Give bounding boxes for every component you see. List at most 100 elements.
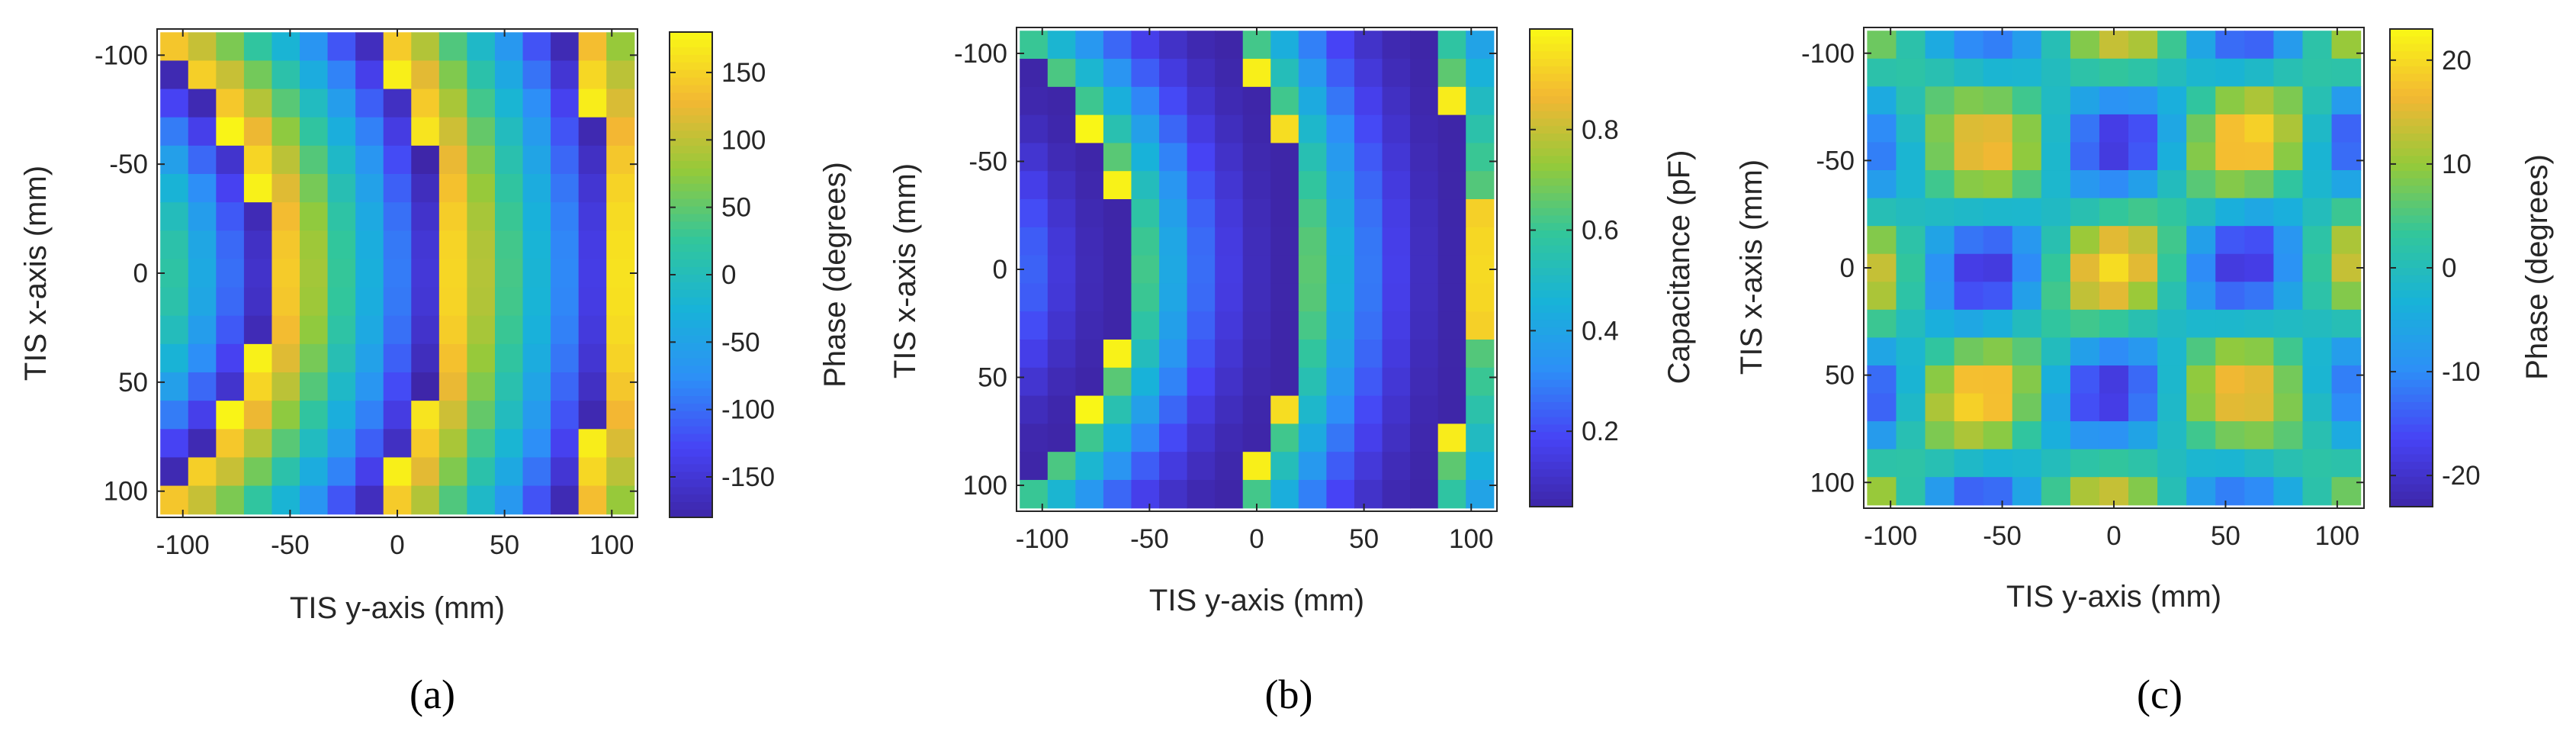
heatmap-cell [2244,170,2274,199]
heatmap-cell [1437,143,1466,172]
heatmap-cell [1215,283,1244,312]
heatmap-cell [1466,227,1495,256]
heatmap-cell [494,315,524,345]
heatmap-cell [1131,479,1160,509]
colorbar-segment [670,502,712,510]
heatmap-cell [578,145,607,175]
heatmap-cell [1925,31,1955,60]
heatmap-cell [494,485,524,515]
colorbar-segment [2390,208,2433,217]
colorbar-segment [1530,357,1572,366]
heatmap-cell [1954,114,1984,143]
heatmap-cell [1215,86,1244,116]
heatmap-cell [2099,449,2129,478]
heatmap-cell [1215,452,1244,481]
heatmap-cell [300,60,329,90]
colorbar-segment [2390,469,2433,478]
heatmap-cell [1437,367,1466,397]
heatmap-cell [2128,142,2158,171]
heatmap-cell [355,60,384,90]
colorbar-segment [2390,387,2433,396]
colorbar-segment [670,335,712,344]
heatmap-cell [1896,337,1926,366]
heatmap-cell [1410,311,1439,340]
heatmap-cell [1187,283,1216,312]
heatmap-cell [271,145,300,175]
heatmap-cell [1159,395,1188,424]
heatmap-cell [216,287,245,317]
heatmap-cell [2012,421,2042,450]
heatmap-cell [2186,337,2216,366]
heatmap-cell [1187,31,1216,60]
heatmap-cell [1466,452,1495,481]
heatmap-cell [216,60,245,90]
colorbar-tick-label: 0.2 [1582,417,1619,446]
heatmap-cell [327,343,356,373]
heatmap-cell [1410,171,1439,200]
y-tick-label: 50 [978,363,1007,393]
heatmap-cell [2070,114,2100,143]
heatmap-cell [2273,86,2304,115]
heatmap-cell [1954,31,1984,60]
heatmap-cell [1270,143,1299,172]
colorbar-segment [1530,290,1572,298]
heatmap-cell [1896,58,1926,87]
heatmap-cell [1326,423,1355,452]
heatmap-cell [1270,227,1299,256]
colorbar-segment [1530,409,1572,418]
heatmap-cell [1983,253,2013,282]
heatmap-cell [551,287,580,317]
heatmap-cell [2331,114,2362,143]
colorbar-segment [1530,304,1572,314]
colorbar-label-a: Phase (degrees) [818,162,852,388]
heatmap-cell [2128,337,2158,366]
heatmap-cell [1242,395,1271,424]
heatmap-cell [1354,367,1383,397]
heatmap-cell [300,372,329,401]
heatmap-cell [1867,421,1897,450]
colorbar-segment [1530,491,1572,501]
heatmap-cell [2099,309,2129,338]
colorbar-segment [2390,372,2433,381]
colorbar-segment [2390,126,2433,134]
heatmap-cell [2012,58,2042,87]
heatmap-cell [1187,452,1216,481]
heatmap-cell [411,89,440,118]
heatmap-cell [1437,227,1466,256]
heatmap-cell [300,32,329,62]
colorbar-tick-label: 0 [2442,253,2456,283]
heatmap-cell [1103,227,1132,256]
heatmap-cell [2041,393,2071,422]
heatmap-cell [578,315,607,345]
heatmap-cell [2331,309,2362,338]
heatmap-cell [1466,339,1495,369]
heatmap-cell [1382,199,1411,228]
heatmap-cell [1466,114,1495,144]
heatmap-cell [467,145,496,175]
heatmap-cell [1925,170,1955,199]
colorbar-segment [2390,178,2433,187]
heatmap-cell [494,32,524,62]
colorbar-segment [1530,51,1572,60]
heatmap-cell [2302,253,2333,282]
heatmap-cell [383,287,412,317]
heatmap-cell [2070,393,2100,422]
heatmap-cell [1954,365,1984,394]
colorbar-segment [1530,81,1572,90]
colorbar-segment [670,206,712,215]
heatmap-cell [438,89,467,118]
heatmap-cell [1954,170,1984,199]
heatmap-cell [551,230,580,260]
heatmap-cell [2070,31,2100,60]
heatmap-cell [1382,367,1411,397]
heatmap-cell [355,343,384,373]
heatmap-cell [1159,339,1188,369]
heatmap-cell [1103,114,1132,144]
heatmap-cell [411,145,440,175]
heatmap-cell [578,343,607,373]
heatmap-cell [1159,59,1188,88]
heatmap-cell [2215,449,2245,478]
x-tick-label: -100 [1016,524,1069,554]
heatmap-cell [2157,86,2187,115]
heatmap-cell [1410,227,1439,256]
